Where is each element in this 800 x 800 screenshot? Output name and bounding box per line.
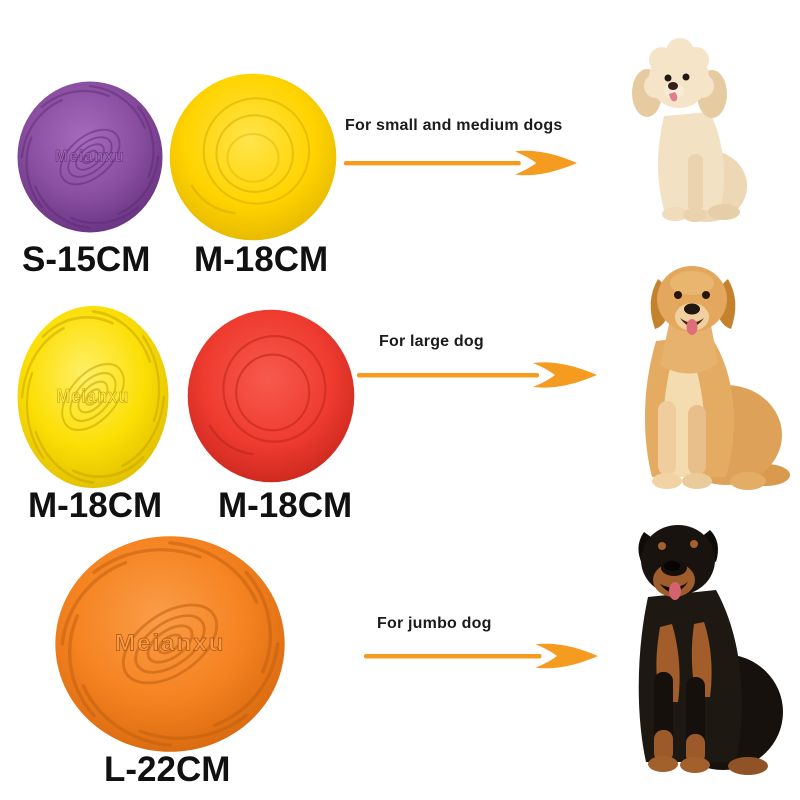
poodle-image [622,38,757,230]
frisbee-label: M-18CM [218,486,353,525]
caption-large-dog: For large dog [379,333,484,350]
frisbee-red-m18 [186,308,356,484]
arrow-icon [364,640,598,672]
frisbee-orange-icon: Meianxu [53,534,287,754]
arrow-icon [344,147,577,179]
frisbee-purple-icon: Meianxu [16,80,164,234]
caption-jumbo-dog: For jumbo dog [377,615,492,632]
frisbee-label: M-18CM [28,486,163,525]
right-arrow-icon [344,150,577,176]
golden-retriever-image [598,253,796,491]
frisbee-yellow-m18-row2: Meianxu [16,304,170,490]
golden-retriever-illustration [644,266,790,490]
poodle-illustration [632,38,747,222]
frisbee-label: M-18CM [194,240,329,279]
frisbee-red-icon [187,309,355,483]
brand-embossed-text: Meianxu [55,148,125,165]
right-arrow-icon [364,643,598,669]
frisbee-yellow-m18-row1 [168,72,338,242]
frisbee-yellow-icon [169,73,337,241]
brand-embossed-text: Meianxu [115,630,226,656]
caption-small-medium-dogs: For small and medium dogs [345,117,563,134]
rottweiler-image [598,512,793,787]
frisbee-purple-s15: Meianxu [16,80,164,234]
frisbee-yellow-spiral-icon: Meianxu [16,304,170,490]
arrow-icon [357,359,597,391]
right-arrow-icon [357,362,597,388]
frisbee-label: L-22CM [104,750,231,789]
brand-embossed-text: Meianxu [57,385,130,407]
frisbee-label: S-15CM [22,240,151,279]
rottweiler-illustration [638,525,783,775]
frisbee-orange-l22: Meianxu [53,534,287,754]
